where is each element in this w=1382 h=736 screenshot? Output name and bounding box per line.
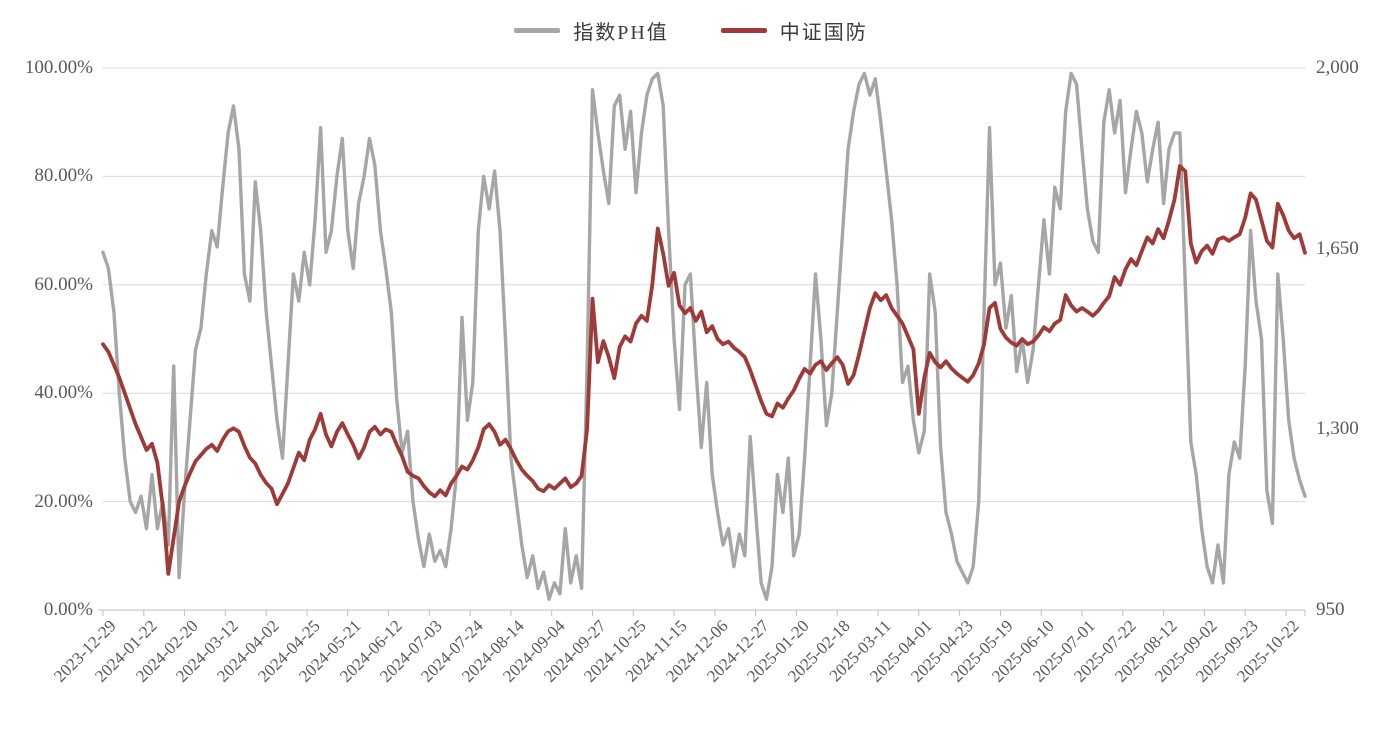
y-axis-label-right: 1,300: [1316, 418, 1359, 440]
y-axis-label-left: 20.00%: [34, 490, 93, 512]
y-axis-label-left: 40.00%: [34, 382, 93, 404]
legend-label-ph: 指数PH值: [573, 22, 669, 44]
legend-swatch-defense-line-icon: [720, 28, 767, 33]
legend-item-defense: 中证国防: [720, 16, 868, 45]
series-line-ph: [101, 71, 1307, 601]
series-line-defense: [101, 164, 1307, 576]
chart-legend: 指数PH值 中证国防: [0, 16, 1382, 45]
y-axis-label-left: 60.00%: [34, 273, 93, 295]
y-axis-label-left: 80.00%: [34, 165, 93, 187]
legend-item-ph: 指数PH值: [514, 16, 669, 45]
legend-label-defense: 中证国防: [779, 22, 868, 44]
y-axis-label-right: 950: [1316, 599, 1345, 620]
y-axis-label-right: 2,000: [1316, 57, 1359, 78]
legend-swatch-ph-line-icon: [514, 28, 561, 33]
y-axis-label-left: 100.00%: [24, 57, 93, 78]
y-axis-label-right: 1,650: [1316, 237, 1359, 259]
y-axis-label-left: 0.00%: [43, 599, 93, 620]
